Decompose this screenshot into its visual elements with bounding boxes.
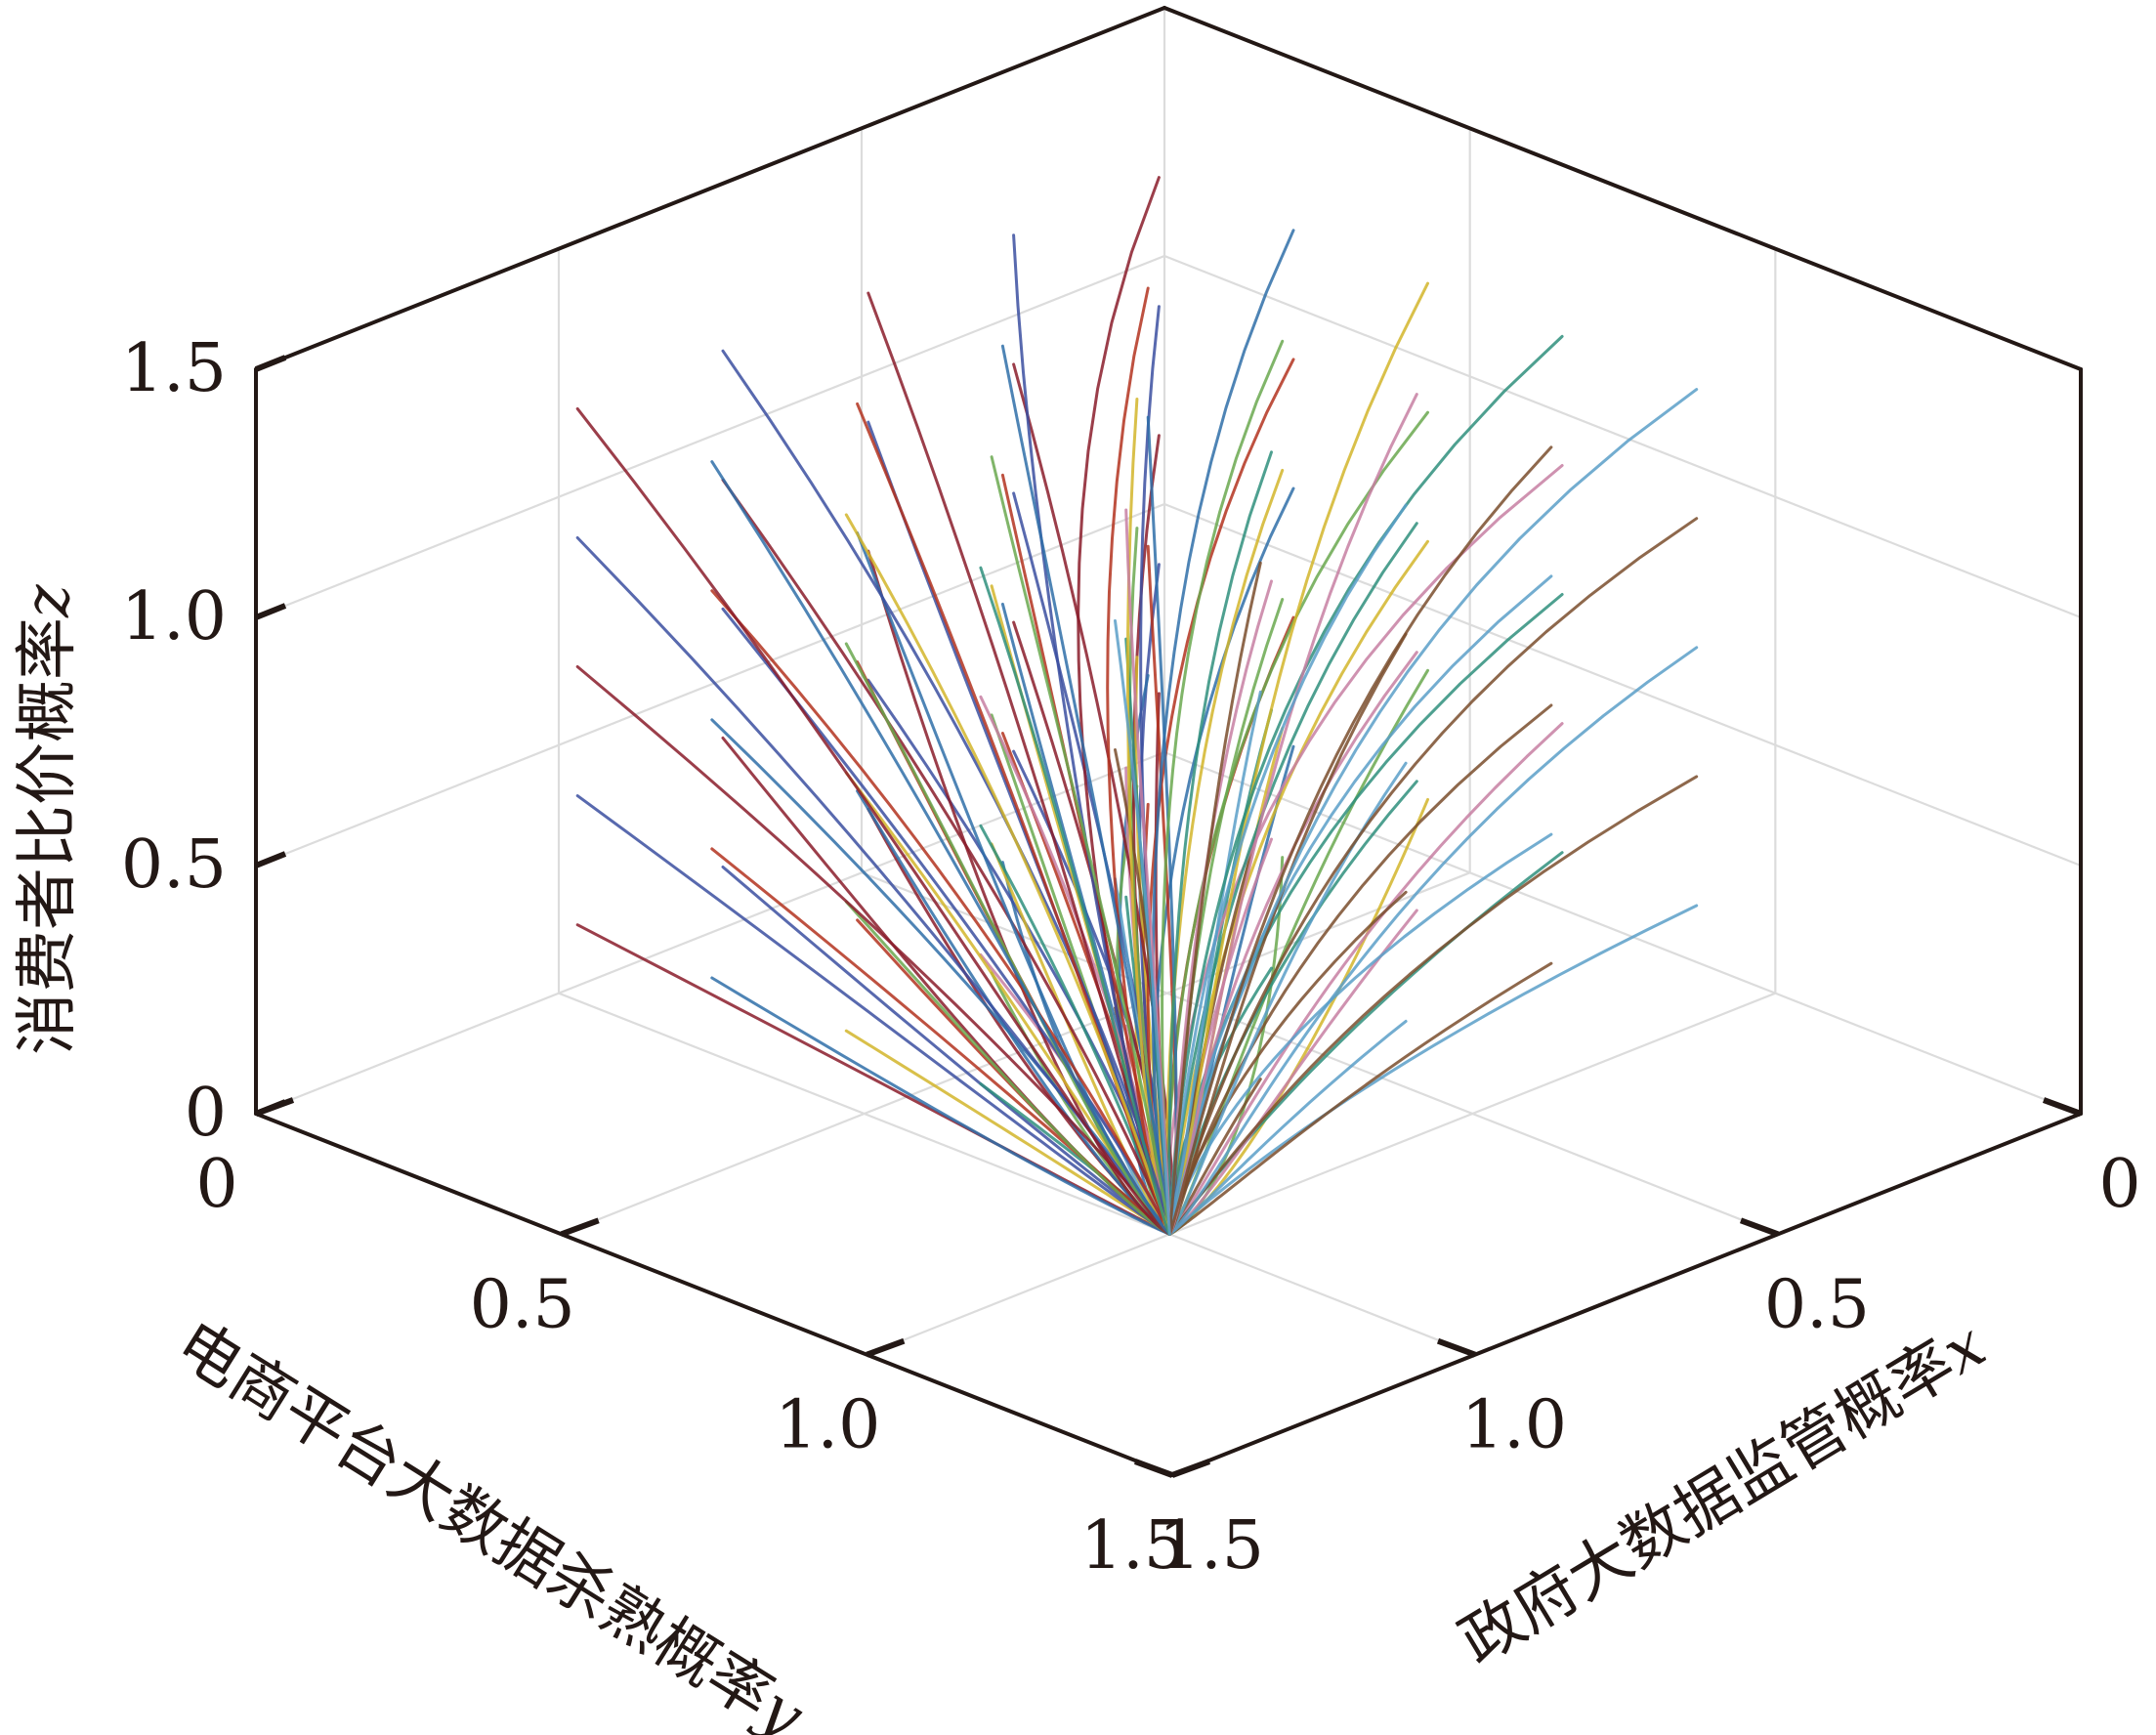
x-tick-label: 0 <box>2098 1146 2140 1223</box>
z-tick-mark <box>254 851 287 868</box>
tick-labels: 0 0.5 1.0 1.5 0 0.5 1.0 1.5 0 0.5 1.0 1.5 <box>121 330 2141 1585</box>
z-tick-label: 0.5 <box>121 826 227 904</box>
y-tick-label: 1.5 <box>1080 1507 1186 1585</box>
box-edges <box>254 6 2083 1477</box>
x-tick-label: 1.5 <box>1159 1507 1264 1585</box>
y-tick-mark <box>560 1217 600 1238</box>
y-tick-mark <box>866 1337 906 1358</box>
trajectory-line <box>710 976 1171 1236</box>
y-axis-label-text: 电商平台大数据杀熟概率 <box>164 1308 785 1734</box>
grid-line <box>861 871 1779 1236</box>
grid-line <box>866 992 1776 1356</box>
x-tick-label: 0.5 <box>1764 1266 1870 1343</box>
z-axis-label-text: 消费者比价概率 <box>12 617 84 1055</box>
trajectory-line <box>1114 618 1171 1236</box>
trajectory-series <box>575 176 1699 1236</box>
grid-line <box>558 992 1476 1356</box>
grid-line <box>1163 502 2082 868</box>
y-axis-label: 电商平台大数据杀熟概率y <box>164 1308 817 1735</box>
z-tick-mark <box>254 355 287 372</box>
x-tick-mark <box>1133 1459 1174 1478</box>
box-edge <box>1163 6 2083 371</box>
grid-line <box>255 254 1165 619</box>
x-axis-label: 政府大数据监管概率x <box>1448 1309 1998 1679</box>
box-edge <box>254 1112 1174 1477</box>
grid-line <box>561 871 1471 1236</box>
y-tick-mark <box>254 1097 295 1117</box>
x-tick-label: 1.0 <box>1461 1387 1567 1464</box>
grid-lines <box>255 8 2082 1356</box>
z-axis-var: z <box>12 583 84 618</box>
y-tick-label: 0 <box>195 1146 237 1223</box>
box-edge <box>254 6 1166 371</box>
y-tick-label: 0.5 <box>470 1266 575 1343</box>
z-tick-mark <box>254 603 287 620</box>
grid-line <box>255 750 1165 1116</box>
x-tick-mark <box>1739 1217 1780 1238</box>
z-tick-label: 0 <box>185 1075 227 1152</box>
grid-line <box>255 502 1165 868</box>
grid-line <box>1163 254 2082 619</box>
z-tick-label: 1.5 <box>121 330 227 407</box>
x-tick-mark <box>1436 1337 1477 1358</box>
grid-line <box>1163 750 2082 1116</box>
z-axis-label: 消费者比价概率z <box>12 583 84 1055</box>
z-tick-label: 1.0 <box>121 578 227 656</box>
trajectory-line <box>1166 410 1429 1236</box>
box-edge <box>1170 1112 2083 1477</box>
y-tick-label: 1.0 <box>775 1387 880 1464</box>
x-axis-label-text: 政府大数据监管概率 <box>1448 1328 1967 1679</box>
y-tick-mark <box>1170 1459 1211 1478</box>
trajectory-line <box>844 1029 1171 1236</box>
x-tick-mark <box>2042 1097 2083 1117</box>
tick-marks <box>254 355 2083 1478</box>
